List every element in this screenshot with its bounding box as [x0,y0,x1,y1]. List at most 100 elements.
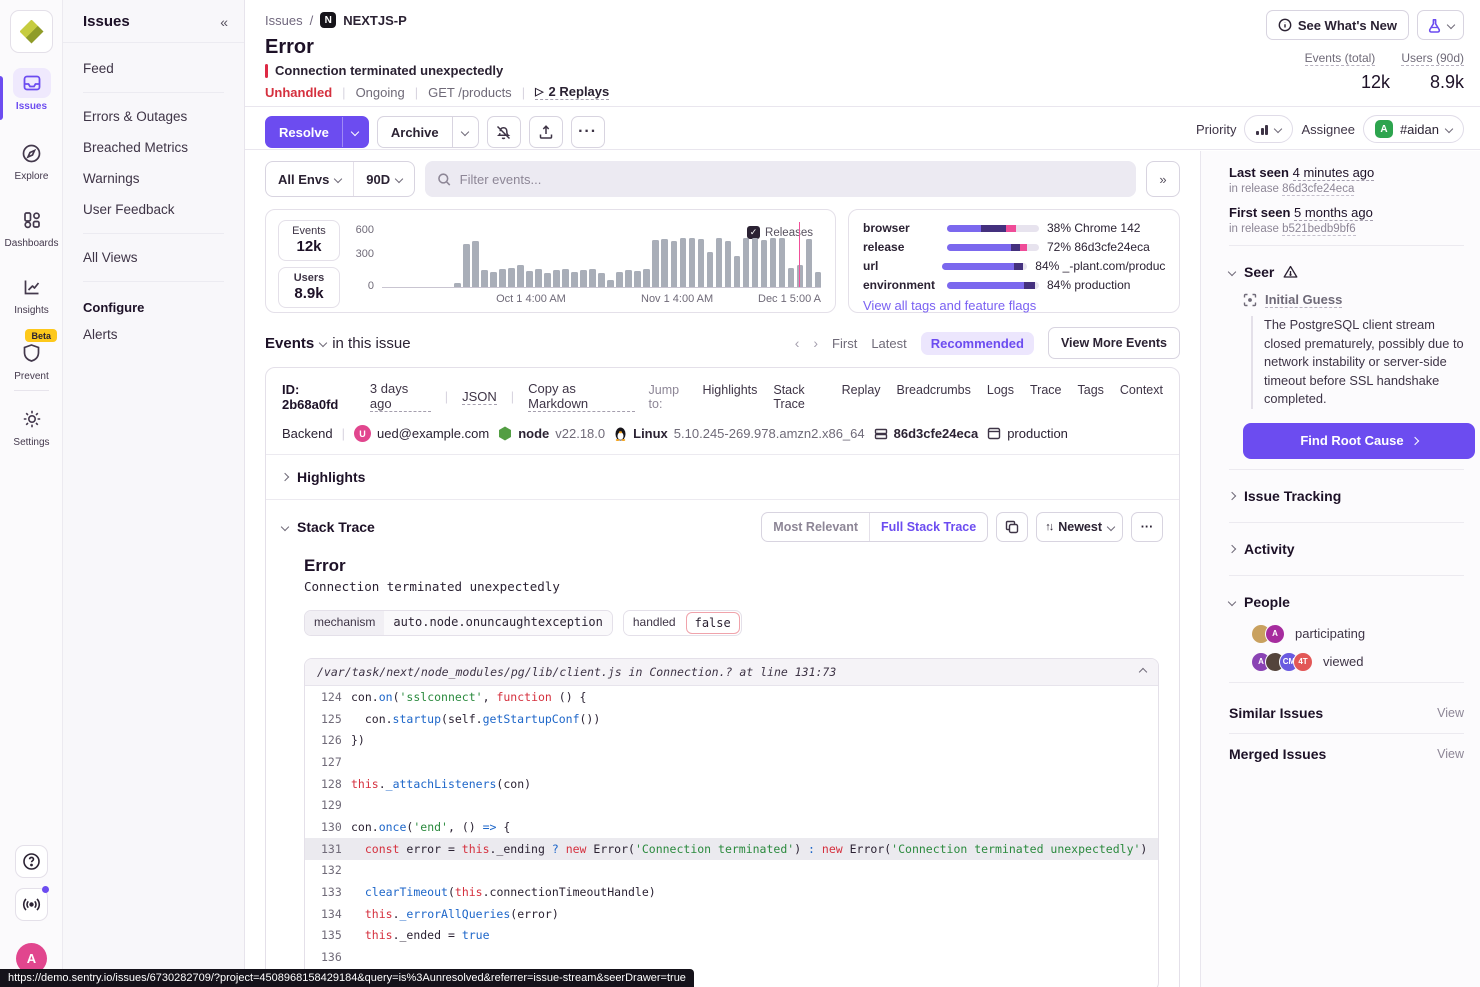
nav-settings[interactable]: Settings [0,404,63,448]
jump-tags[interactable]: Tags [1077,382,1104,397]
priority-select[interactable] [1244,115,1294,143]
handled-chip[interactable]: handled false [622,610,742,636]
nav-prevent[interactable]: Beta Prevent [0,329,63,382]
jump-highlights[interactable]: Highlights [702,382,758,397]
sidebar-item-all-views[interactable]: All Views [83,250,138,265]
events-total-label[interactable]: Events (total) [1304,51,1376,66]
seer-section-toggle[interactable]: Seer [1227,256,1464,288]
prev-event-button[interactable]: ‹ [794,335,800,351]
context-user[interactable]: U ued@example.com [353,425,489,442]
highlights-section-toggle[interactable]: Highlights [266,455,1179,500]
person-avatar[interactable]: 4T [1293,651,1313,672]
expand-sidebar-button[interactable]: » [1146,161,1180,197]
replays-link[interactable]: ▷ 2 Replays [535,84,610,100]
jump-breadcrumbs[interactable]: Breadcrumbs [896,382,971,397]
sidebar-item-breached-metrics[interactable]: Breached Metrics [83,140,189,155]
stack-frame-header[interactable]: /var/task/next/node_modules/pg/lib/clien… [305,659,1158,686]
more-actions-button[interactable]: ··· [570,116,605,148]
jump-stack-trace[interactable]: Stack Trace [773,382,805,411]
mute-button[interactable] [486,116,521,148]
user-avatar[interactable]: A [16,943,47,974]
help-button[interactable] [15,845,48,878]
nav-explore[interactable]: Explore [0,138,63,182]
environment-filter[interactable]: All Envs [266,162,353,196]
date-range-filter[interactable]: 90D [353,162,414,196]
viewed-avatars[interactable]: A CM 4T [1251,651,1313,672]
share-button[interactable] [528,116,563,148]
person-avatar[interactable]: A [1265,623,1285,644]
sidebar-item-alerts[interactable]: Alerts [83,327,118,342]
project-platform-icon: N [320,12,337,28]
jump-logs[interactable]: Logs [986,382,1014,397]
next-event-button[interactable]: › [813,335,819,351]
nav-insights[interactable]: Insights [0,272,63,316]
sort-newest-button[interactable]: ↑↓ Newest [1036,512,1123,542]
nav-dashboards[interactable]: Dashboards [0,205,63,249]
breadcrumb-project[interactable]: NEXTJS-P [343,12,407,28]
participating-avatars[interactable]: A [1251,623,1285,644]
first-seen-release-link[interactable]: b521bedb9bf6 [1282,223,1356,236]
jump-context[interactable]: Context [1119,382,1163,397]
chart-bar [778,237,786,287]
jump-trace[interactable]: Trace [1030,382,1062,397]
tag-row-environment[interactable]: environment 84% production [863,278,1131,292]
recommended-event-tab[interactable]: Recommended [920,331,1034,355]
nav-issues[interactable]: Issues [0,68,63,112]
people-section-toggle[interactable]: People [1227,586,1464,618]
tag-row-url[interactable]: url 84% _-plant.com/products [863,259,1165,273]
merged-issues-view-link[interactable]: View [1437,746,1464,761]
last-seen-release-link[interactable]: 86d3cfe24eca [1282,183,1355,196]
first-event-link[interactable]: First [832,335,858,351]
archive-dropdown[interactable] [451,117,478,147]
last-seen-value[interactable]: 4 minutes ago [1292,165,1375,181]
context-environment[interactable]: production [987,426,1068,441]
search-input[interactable] [459,171,1124,187]
stack-more-button[interactable]: ··· [1131,512,1163,542]
users-90d-label[interactable]: Users (90d) [1401,51,1464,66]
full-stack-trace-tab[interactable]: Full Stack Trace [869,513,987,541]
sidebar-item-warnings[interactable]: Warnings [83,171,140,186]
stack-trace-section-title[interactable]: Stack Trace [297,519,375,535]
activity-section-toggle[interactable]: Activity [1227,533,1464,565]
tag-row-browser[interactable]: browser 38% Chrome 142 [863,221,1141,235]
initial-guess-header[interactable]: Initial Guess [1243,292,1464,308]
whats-new-broadcast-button[interactable] [15,886,49,921]
issue-tracking-section-toggle[interactable]: Issue Tracking [1227,480,1464,512]
resolve-dropdown[interactable] [341,117,368,147]
context-server[interactable]: 86d3cfe24eca [874,426,978,441]
first-seen-value[interactable]: 5 months ago [1294,205,1373,221]
event-age-link[interactable]: 3 days ago [369,381,431,412]
sidebar-item-errors-outages[interactable]: Errors & Outages [83,109,188,124]
event-search[interactable] [425,161,1136,197]
event-id: ID: 2b68a0fd [282,381,339,412]
mechanism-chip[interactable]: mechanism auto.node.onuncaughtexception [304,610,613,636]
lab-features-button[interactable] [1417,10,1464,40]
sidebar-item-feed[interactable]: Feed [83,61,114,76]
jump-replay[interactable]: Replay [841,382,881,397]
view-more-events-button[interactable]: View More Events [1047,327,1180,359]
find-root-cause-button[interactable]: Find Root Cause [1243,422,1475,459]
event-json-link[interactable]: JSON [462,388,497,405]
similar-issues-view-link[interactable]: View [1437,705,1464,720]
sidebar-item-user-feedback[interactable]: User Feedback [83,202,175,217]
events-stat-chip[interactable]: Events 12k [278,220,340,261]
sidebar-collapse-button[interactable]: « [220,13,228,30]
see-whats-new-button[interactable]: See What's New [1265,10,1409,40]
assignee-select[interactable]: A #aidan [1362,115,1464,143]
sentry-logo[interactable] [10,10,53,53]
view-all-tags-link[interactable]: View all tags and feature flags [863,298,1037,313]
context-os[interactable]: Linux 5.10.245-269.978.amzn2.x86_64 [614,426,865,441]
users-stat-chip[interactable]: Users 8.9k [278,267,340,308]
active-nav-indicator [0,76,3,120]
latest-event-link[interactable]: Latest [871,335,907,351]
archive-button[interactable]: Archive [376,116,479,148]
context-runtime[interactable]: node v22.18.0 [498,426,605,441]
breadcrumb-issues-link[interactable]: Issues [265,12,303,28]
resolve-button[interactable]: Resolve [265,116,369,148]
events-dropdown[interactable]: Events [265,335,328,352]
releases-toggle[interactable]: ✓ Releases [747,226,813,239]
most-relevant-tab[interactable]: Most Relevant [773,520,859,534]
tag-row-release[interactable]: release 72% 86d3cfe24eca [863,240,1150,254]
copy-markdown-link[interactable]: Copy as Markdown [528,381,635,412]
copy-stack-button[interactable] [996,512,1029,542]
